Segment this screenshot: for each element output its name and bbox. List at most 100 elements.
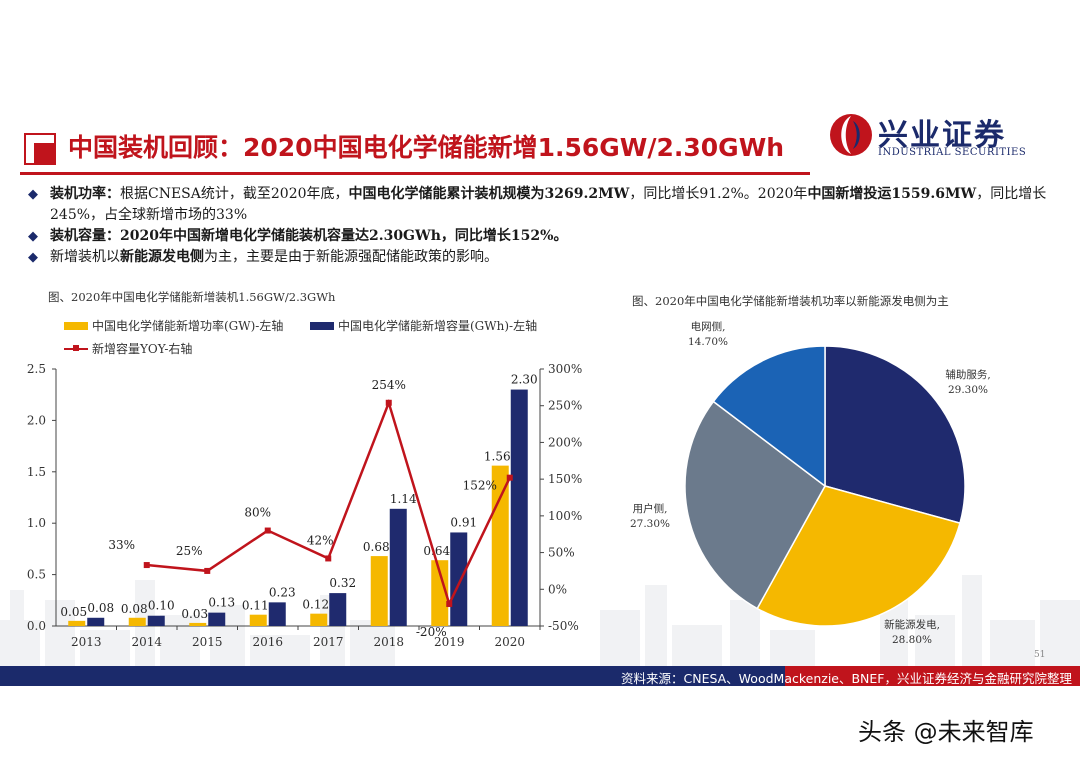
- left-tick-label: 1.5: [27, 465, 46, 479]
- bar-power: [370, 556, 388, 626]
- yoy-data-label: 152%: [463, 479, 497, 493]
- pie-slice: [824, 345, 966, 525]
- bullet-text: 为主，主要是由于新能源强配储能政策的影响。: [204, 249, 498, 265]
- left-tick-label: 2.0: [27, 413, 46, 427]
- pie-chart: 辅助服务, 29.30% 新能源发电, 28.80% 用户侧, 27.30% 电网侧, 14.…: [630, 320, 991, 646]
- pie-slice: [756, 485, 961, 627]
- yoy-point: [204, 567, 211, 574]
- pie-slice-label: 14.70%: [688, 336, 728, 348]
- capacity-data-label: 0.08: [87, 601, 114, 615]
- left-tick-label: 0.5: [27, 568, 46, 582]
- yoy-data-label: 25%: [176, 544, 203, 558]
- bullet-diamond-icon: ◆: [28, 250, 38, 265]
- legend-capacity: 中国电化学储能新增容量(GWh)-左轴: [310, 317, 537, 334]
- power-data-label: 0.05: [60, 605, 87, 619]
- bullet-text: 根据CNESA统计，截至2020年底，: [120, 186, 349, 202]
- bar-power: [68, 620, 86, 626]
- legend-power-label: 中国电化学储能新增功率(GW)-左轴: [92, 319, 284, 333]
- pie-slice-label: 29.30%: [948, 384, 988, 396]
- pie-slice: [712, 345, 826, 488]
- bullet-diamond-icon: ◆: [28, 187, 38, 202]
- right-tick-label: -50%: [548, 619, 579, 633]
- title-mark-icon: [24, 133, 56, 165]
- bullet-text: 新能源发电侧: [120, 249, 204, 265]
- right-tick-label: 0%: [548, 582, 567, 596]
- source-note: 资料来源：CNESA、WoodMackenzie、BNEF，兴业证券经济与金融研…: [620, 671, 1072, 686]
- power-data-label: 0.68: [363, 540, 390, 554]
- yoy-data-label: -20%: [416, 625, 447, 639]
- capacity-data-label: 0.10: [148, 599, 175, 613]
- bar-power: [249, 614, 267, 626]
- pie-slice-name: 用户侧,: [633, 502, 668, 515]
- bullet-text: 新增装机以: [50, 249, 120, 265]
- right-tick-label: 300%: [548, 362, 582, 376]
- left-tick-label: 0.0: [27, 619, 46, 633]
- pie-slice-label: 28.80%: [892, 634, 932, 646]
- legend-yoy: 新增容量YOY-右轴: [64, 340, 192, 357]
- bar-capacity: [87, 617, 105, 626]
- bar-capacity: [510, 389, 528, 626]
- bar-chart-caption: 图、2020年中国电化学储能新增装机1.56GW/2.3GWh: [48, 290, 336, 304]
- page-number: 51: [1034, 650, 1046, 660]
- power-data-label: 0.11: [242, 599, 269, 613]
- power-data-label: 0.08: [121, 602, 148, 616]
- bullet-text: 中国电化学储能累计装机规模为3269.2MW: [348, 186, 630, 202]
- power-data-label: 0.12: [302, 598, 329, 612]
- title-rule: [20, 172, 810, 175]
- power-data-label: 0.64: [423, 544, 450, 558]
- yoy-point: [143, 562, 150, 569]
- right-tick-label: 150%: [548, 472, 582, 486]
- footer-bar-red: [785, 666, 1080, 686]
- bar-capacity: [389, 508, 407, 626]
- legend-capacity-swatch: [310, 321, 334, 330]
- bar-capacity: [329, 593, 347, 626]
- pie-slice: [684, 400, 826, 610]
- yoy-point: [385, 399, 392, 406]
- x-tick-label: 2013: [71, 635, 102, 649]
- brand-logo-icon: [830, 114, 872, 156]
- x-tick-label: 2014: [131, 635, 162, 649]
- bullet-list: ◆ 装机功率：根据CNESA统计，截至2020年底，中国电化学储能累计装机规模为3…: [26, 184, 1056, 268]
- bullet-item: ◆ 装机容量：2020年中国新增电化学储能装机容量达2.30GWh，同比增长152…: [26, 226, 1056, 247]
- bullet-text: 装机容量：2020年中国新增电化学储能装机容量达2.30GWh，同比增长152%…: [50, 228, 568, 244]
- capacity-data-label: 0.23: [269, 585, 296, 599]
- x-tick-label: 2017: [313, 635, 344, 649]
- legend-yoy-swatch: [64, 344, 88, 351]
- yoy-data-label: 42%: [307, 533, 334, 547]
- bar-line-chart: 0.0 0.5 1.0 1.5 2.0 2.5 -50% 0% 50% 100% 150% 200% 2…: [27, 362, 582, 649]
- brand-name-en: INDUSTRIAL SECURITIES: [878, 147, 1027, 158]
- pie-chart-caption: 图、2020年中国电化学储能新增装机功率以新能源发电侧为主: [632, 294, 949, 308]
- bullet-item: ◆ 新增装机以新能源发电侧为主，主要是由于新能源强配储能政策的影响。: [26, 247, 1056, 268]
- legend-capacity-label: 中国电化学储能新增容量(GWh)-左轴: [338, 319, 538, 333]
- bar-power: [128, 617, 146, 626]
- bullet-text: ，同比增长91.2%。2020年: [629, 186, 808, 202]
- pie-slice-label: 27.30%: [630, 518, 670, 530]
- x-tick-label: 2019: [434, 635, 465, 649]
- pie-slice-name: 辅助服务,: [945, 368, 990, 381]
- yoy-point: [446, 600, 453, 607]
- bullet-item: ◆ 装机功率：根据CNESA统计，截至2020年底，中国电化学储能累计装机规模为3…: [26, 184, 1056, 226]
- x-tick-label: 2020: [494, 635, 525, 649]
- x-tick-label: 2015: [192, 635, 223, 649]
- skyline-background: [0, 575, 1080, 670]
- bullet-text: ，同比增长245%，占全球新增市场的33%: [50, 186, 1047, 223]
- power-data-label: 0.03: [181, 607, 208, 621]
- left-tick-label: 1.0: [27, 516, 46, 530]
- x-tick-label: 2018: [373, 635, 404, 649]
- capacity-data-label: 0.91: [450, 515, 477, 529]
- bar-capacity: [268, 602, 286, 626]
- bar-capacity: [450, 532, 468, 626]
- yoy-data-label: 80%: [244, 506, 271, 520]
- power-data-label: 1.56: [484, 450, 511, 464]
- x-tick-label: 2016: [252, 635, 283, 649]
- bar-capacity: [208, 612, 226, 626]
- pie-slice-name: 电网侧,: [691, 320, 726, 333]
- brand-name: 兴业证券: [878, 118, 1006, 153]
- pie-slice-name: 新能源发电,: [884, 618, 940, 631]
- page-title: 中国装机回顾：2020中国电化学储能新增1.56GW/2.30GWh: [68, 133, 785, 162]
- yoy-point: [264, 527, 271, 534]
- right-tick-label: 250%: [548, 399, 582, 413]
- bar-power: [189, 622, 207, 626]
- footer-bar-blue: [0, 666, 785, 686]
- bar-power: [431, 560, 449, 626]
